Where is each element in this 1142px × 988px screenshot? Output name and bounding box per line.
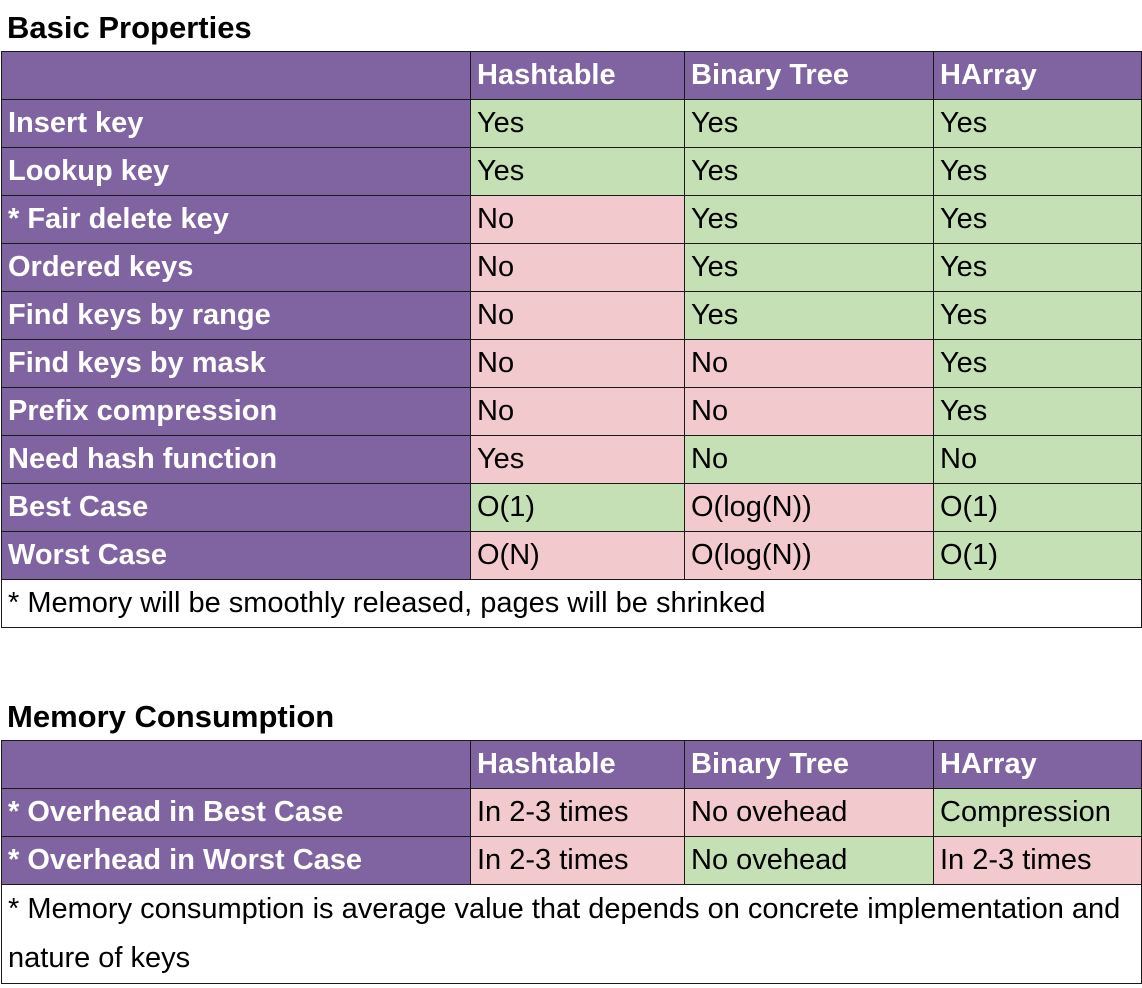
cell-harray: Yes xyxy=(933,195,1142,244)
column-header-hashtable: Hashtable xyxy=(470,51,685,100)
row-label: Need hash function xyxy=(1,435,471,484)
cell-binary-tree: Yes xyxy=(684,195,934,244)
row-label: * Fair delete key xyxy=(1,195,471,244)
cell-hashtable: O(1) xyxy=(470,483,685,532)
cell-hashtable: Yes xyxy=(470,99,685,148)
row-label: Best Case xyxy=(1,483,471,532)
table-header-row: Hashtable Binary Tree HArray xyxy=(1,740,1142,789)
cell-harray: Yes xyxy=(933,387,1142,436)
basic-properties-table: Hashtable Binary Tree HArray Insert key Y… xyxy=(1,51,1142,628)
table-header-row: Hashtable Binary Tree HArray xyxy=(1,51,1142,100)
cell-binary-tree: O(log(N)) xyxy=(684,483,934,532)
cell-hashtable: No xyxy=(470,291,685,340)
table-row: Worst Case O(N) O(log(N)) O(1) xyxy=(1,531,1142,580)
table-row: * Overhead in Worst Case In 2-3 times No o… xyxy=(1,836,1142,885)
cell-binary-tree: No xyxy=(684,339,934,388)
memory-consumption-rows: * Overhead in Best Case In 2-3 times No ov… xyxy=(1,788,1142,885)
table-row: Need hash function Yes No No xyxy=(1,435,1142,484)
table-row: Lookup key Yes Yes Yes xyxy=(1,147,1142,196)
cell-binary-tree: No ovehead xyxy=(684,836,934,885)
row-label: Ordered keys xyxy=(1,243,471,292)
cell-hashtable: Yes xyxy=(470,435,685,484)
table-row: Prefix compression No No Yes xyxy=(1,387,1142,436)
footnote-row: * Memory will be smoothly released, page… xyxy=(1,579,1142,628)
cell-binary-tree: No xyxy=(684,387,934,436)
cell-hashtable: No xyxy=(470,339,685,388)
memory-consumption-table: Hashtable Binary Tree HArray * Overhead … xyxy=(1,740,1142,984)
table-row: Find keys by range No Yes Yes xyxy=(1,291,1142,340)
cell-hashtable: Yes xyxy=(470,147,685,196)
column-header-binary-tree: Binary Tree xyxy=(684,740,934,789)
cell-harray: No xyxy=(933,435,1142,484)
cell-harray: In 2-3 times xyxy=(933,836,1142,885)
cell-binary-tree: O(log(N)) xyxy=(684,531,934,580)
row-label: Lookup key xyxy=(1,147,471,196)
header-corner xyxy=(1,740,471,789)
row-label: Worst Case xyxy=(1,531,471,580)
basic-properties-title: Basic Properties xyxy=(7,10,252,45)
row-label: Prefix compression xyxy=(1,387,471,436)
table-row: * Overhead in Best Case In 2-3 times No ov… xyxy=(1,788,1142,837)
header-corner xyxy=(1,51,471,100)
cell-harray: Yes xyxy=(933,339,1142,388)
cell-harray: Yes xyxy=(933,243,1142,292)
row-label: * Overhead in Best Case xyxy=(1,788,471,837)
column-header-binary-tree: Binary Tree xyxy=(684,51,934,100)
cell-harray: Yes xyxy=(933,99,1142,148)
column-header-harray: HArray xyxy=(933,51,1142,100)
cell-binary-tree: Yes xyxy=(684,99,934,148)
table-row: Best Case O(1) O(log(N)) O(1) xyxy=(1,483,1142,532)
cell-hashtable: In 2-3 times xyxy=(470,788,685,837)
cell-binary-tree: Yes xyxy=(684,243,934,292)
table-row: Insert key Yes Yes Yes xyxy=(1,99,1142,148)
cell-binary-tree: Yes xyxy=(684,147,934,196)
basic-footnote: * Memory will be smoothly released, page… xyxy=(1,579,1142,628)
memory-footnote: * Memory consumption is average value th… xyxy=(1,884,1142,984)
cell-hashtable: O(N) xyxy=(470,531,685,580)
table-row: Find keys by mask No No Yes xyxy=(1,339,1142,388)
table-row: Ordered keys No Yes Yes xyxy=(1,243,1142,292)
column-header-harray: HArray xyxy=(933,740,1142,789)
cell-hashtable: In 2-3 times xyxy=(470,836,685,885)
memory-consumption-title: Memory Consumption xyxy=(7,699,335,734)
cell-hashtable: No xyxy=(470,387,685,436)
row-label: * Overhead in Worst Case xyxy=(1,836,471,885)
cell-harray: O(1) xyxy=(933,531,1142,580)
row-label: Find keys by mask xyxy=(1,339,471,388)
cell-binary-tree: No xyxy=(684,435,934,484)
row-label: Find keys by range xyxy=(1,291,471,340)
cell-harray: Yes xyxy=(933,291,1142,340)
cell-binary-tree: No ovehead xyxy=(684,788,934,837)
cell-binary-tree: Yes xyxy=(684,291,934,340)
footnote-row: * Memory consumption is average value th… xyxy=(1,884,1142,984)
table-row: * Fair delete key No Yes Yes xyxy=(1,195,1142,244)
basic-properties-rows: Insert key Yes Yes Yes Lookup key Yes Yes Yes * … xyxy=(1,99,1142,580)
cell-harray: Yes xyxy=(933,147,1142,196)
cell-hashtable: No xyxy=(470,243,685,292)
column-header-hashtable: Hashtable xyxy=(470,740,685,789)
cell-hashtable: No xyxy=(470,195,685,244)
row-label: Insert key xyxy=(1,99,471,148)
cell-harray: O(1) xyxy=(933,483,1142,532)
cell-harray: Compression xyxy=(933,788,1142,837)
